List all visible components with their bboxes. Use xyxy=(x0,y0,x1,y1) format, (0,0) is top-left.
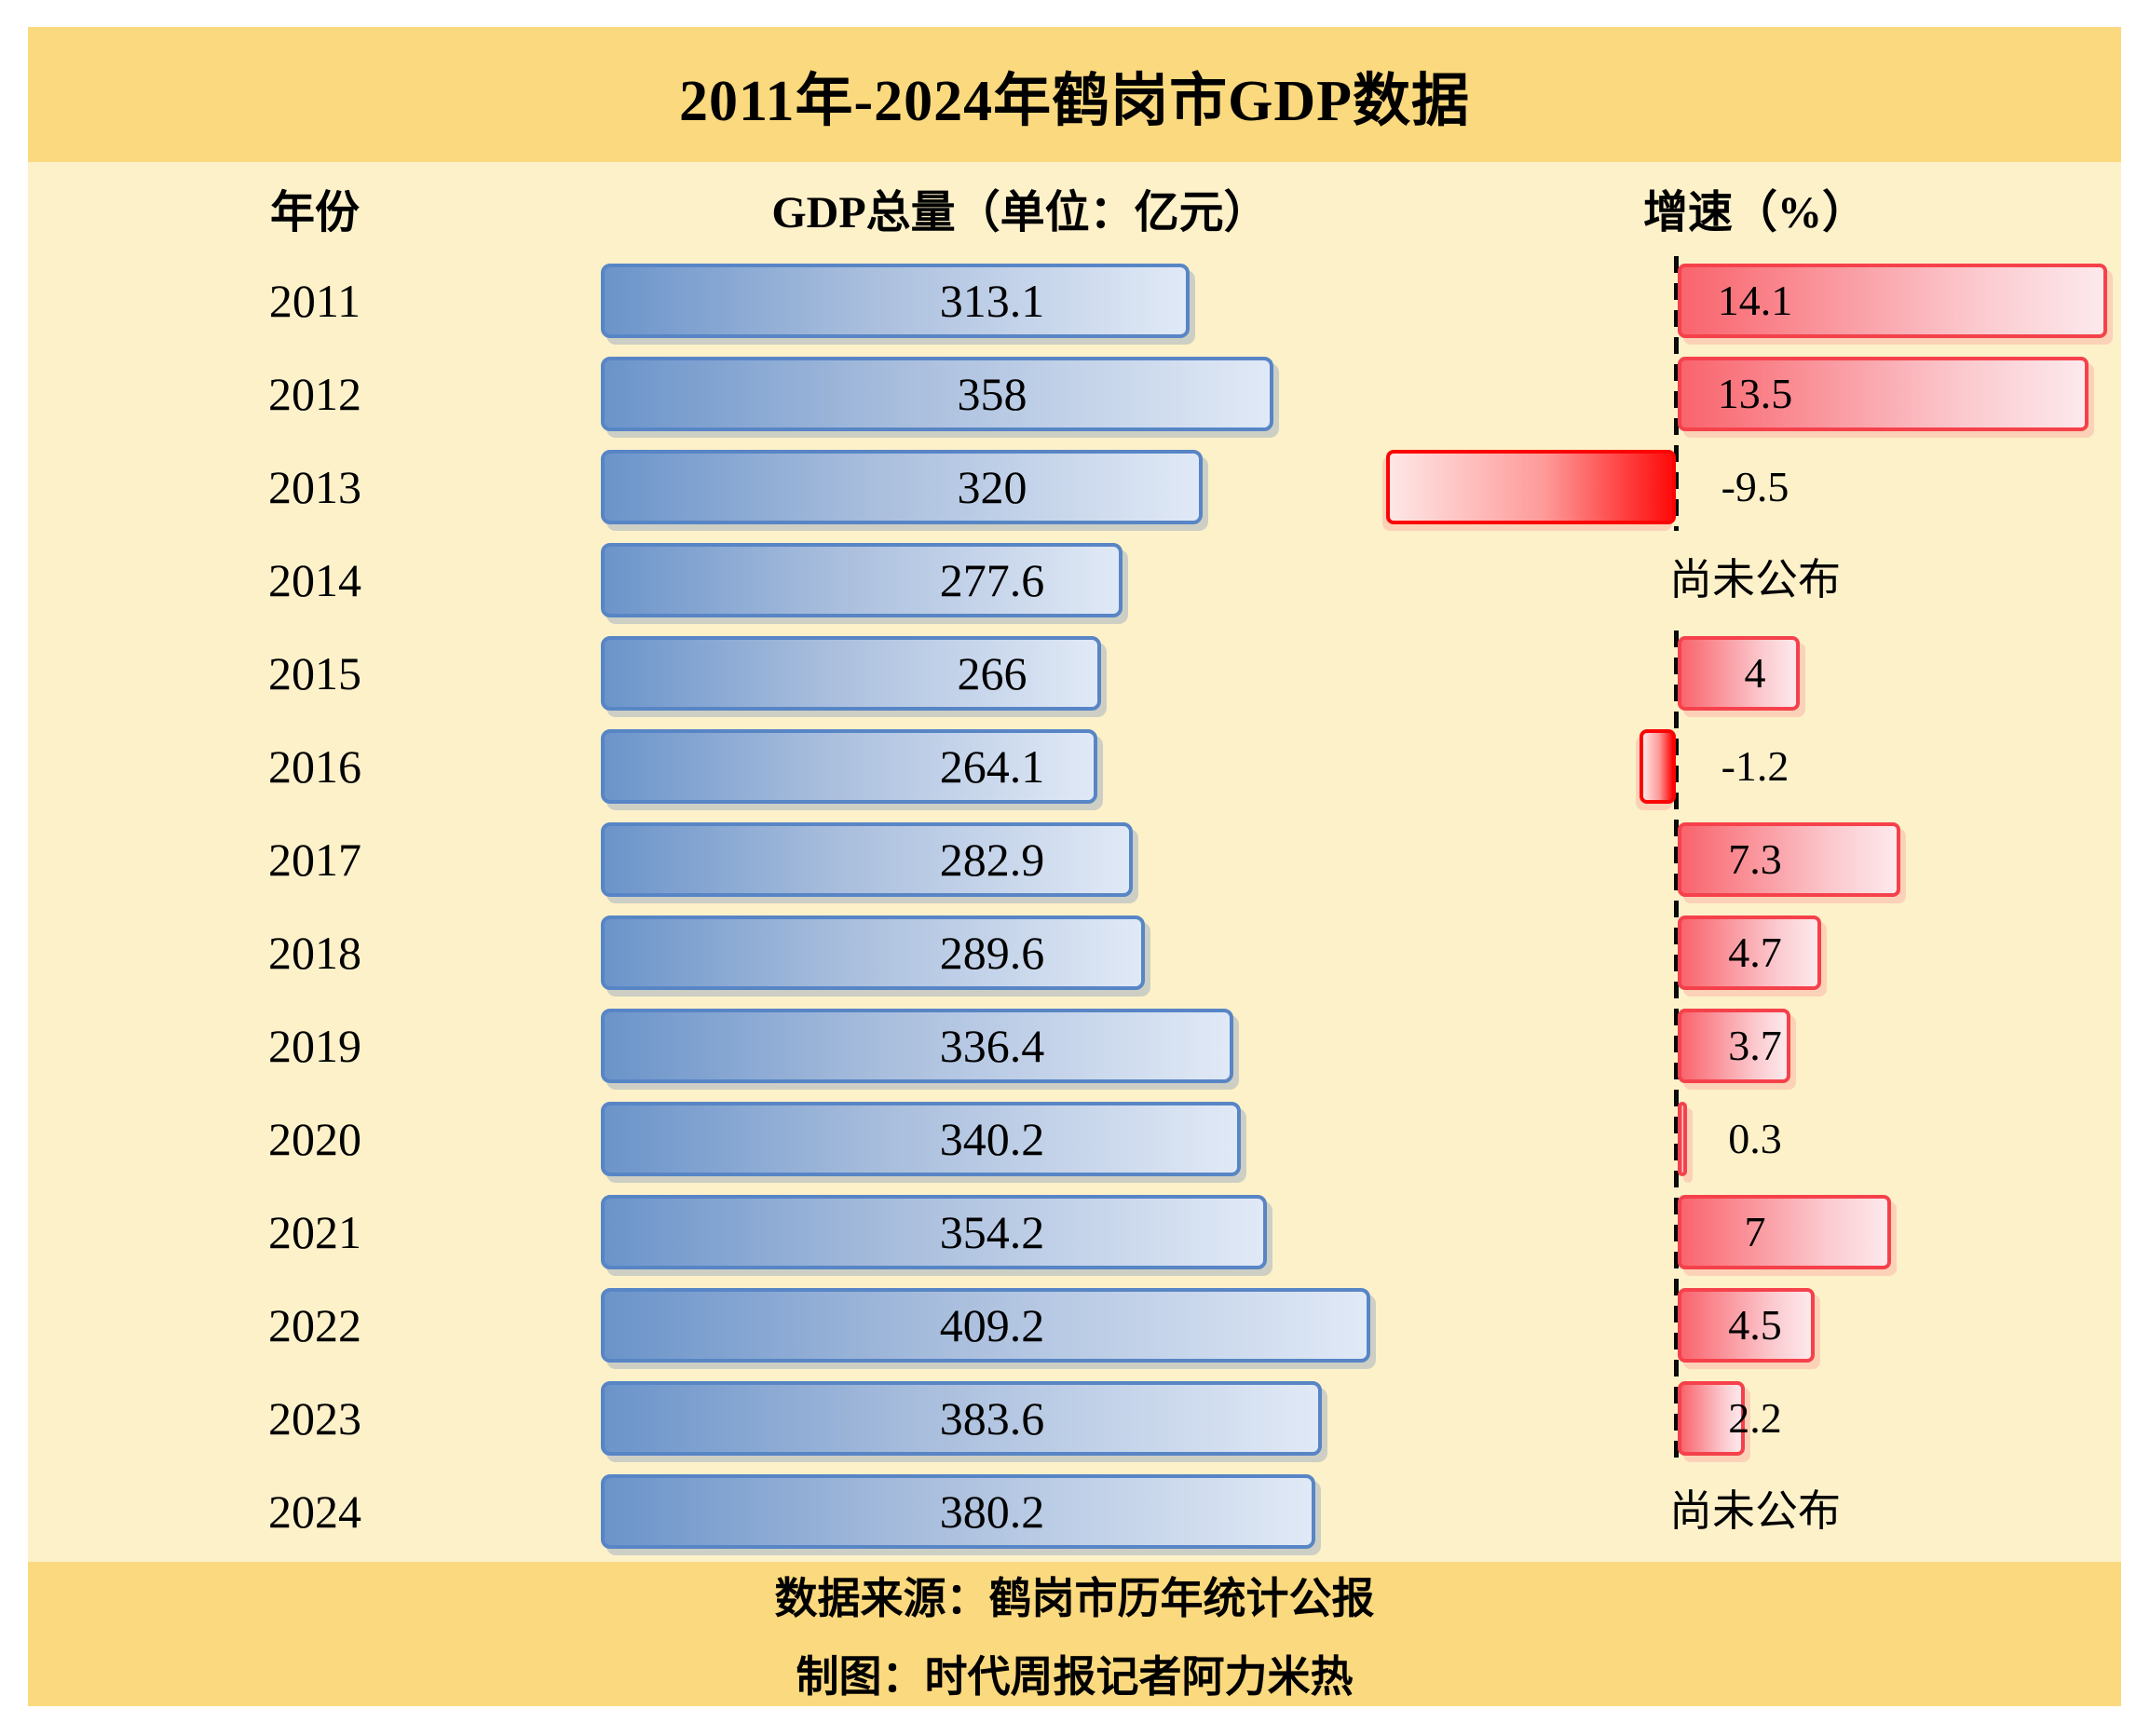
gdp-bar xyxy=(601,729,1097,804)
footer-band: 数据来源：鹤岗市历年统计公报 制图：时代周报记者阿力米热 xyxy=(28,1562,2121,1706)
table-row: 2024 380.2 尚未公布 xyxy=(28,1474,2121,1549)
growth-bar xyxy=(1678,1381,1745,1456)
growth-bar xyxy=(1678,357,2089,431)
gdp-value-label: 336.4 xyxy=(939,1020,1045,1072)
growth-bar xyxy=(1678,264,2107,338)
gdp-bar xyxy=(601,543,1123,617)
table-row: 2021 354.2 7 xyxy=(28,1195,2121,1269)
table-row: 2019 336.4 3.7 xyxy=(28,1009,2121,1083)
gdp-bar xyxy=(601,1102,1241,1176)
year-label: 2015 xyxy=(268,647,361,699)
gdp-bar xyxy=(601,1381,1322,1456)
gdp-bar xyxy=(601,915,1145,990)
gdp-bar xyxy=(601,1288,1370,1363)
growth-value-label: -9.5 xyxy=(1721,463,1789,510)
table-row: 2011 313.1 14.1 xyxy=(28,264,2121,338)
zero-baseline-lower-segment xyxy=(1674,631,1679,1462)
gdp-bar xyxy=(601,450,1203,524)
growth-bar xyxy=(1678,915,1821,990)
year-label: 2012 xyxy=(268,368,361,420)
growth-value-label: 7.3 xyxy=(1728,835,1782,883)
year-label: 2022 xyxy=(268,1299,361,1351)
growth-bar-negative xyxy=(1640,729,1676,804)
column-header-growth: 增速（%） xyxy=(1642,188,1867,237)
gdp-value-label: 289.6 xyxy=(939,927,1045,979)
gdp-value-label: 264.1 xyxy=(939,740,1045,793)
zero-baseline-upper-segment xyxy=(1674,256,1679,531)
growth-value-label: 14.1 xyxy=(1717,277,1793,324)
gdp-bar xyxy=(601,264,1190,338)
table-row: 2016 264.1 -1.2 xyxy=(28,729,2121,804)
gdp-bar xyxy=(601,1009,1233,1083)
year-label: 2021 xyxy=(268,1206,361,1258)
growth-value-label: -1.2 xyxy=(1721,742,1789,790)
header-band: 2011年-2024年鹤岗市GDP数据 xyxy=(28,27,2121,162)
gdp-value-label: 354.2 xyxy=(939,1206,1045,1258)
year-label: 2011 xyxy=(268,275,361,327)
year-label: 2013 xyxy=(268,461,361,513)
growth-value-label: 4 xyxy=(1744,649,1766,697)
gdp-value-label: 358 xyxy=(957,368,1027,420)
gdp-value-label: 383.6 xyxy=(939,1392,1045,1444)
growth-bar-negative xyxy=(1386,450,1676,524)
year-label: 2016 xyxy=(268,740,361,793)
year-label: 2023 xyxy=(268,1392,361,1444)
column-header-gdp: GDP总量（单位：亿元） xyxy=(771,188,1269,237)
year-label: 2018 xyxy=(268,927,361,979)
gdp-value-label: 320 xyxy=(957,461,1027,513)
table-row: 2014 277.6 尚未公布 xyxy=(28,543,2121,617)
table-row: 2013 320 -9.5 xyxy=(28,450,2121,524)
growth-value-label: 3.7 xyxy=(1728,1022,1782,1069)
data-source-text: 数据来源：鹤岗市历年统计公报 xyxy=(774,1574,1375,1622)
growth-bar xyxy=(1678,1102,1687,1176)
chart-title: 2011年-2024年鹤岗市GDP数据 xyxy=(678,69,1471,133)
gdp-value-label: 313.1 xyxy=(939,275,1045,327)
year-label: 2017 xyxy=(268,834,361,886)
growth-value-label: 0.3 xyxy=(1728,1115,1782,1162)
table-row: 2020 340.2 0.3 xyxy=(28,1102,2121,1176)
growth-value-label: 13.5 xyxy=(1717,370,1793,417)
chart-body: 年份 GDP总量（单位：亿元） 增速（%） 2011 313.1 14.1 2012 3… xyxy=(28,162,2121,1562)
year-label: 2014 xyxy=(268,554,361,606)
gdp-value-label: 409.2 xyxy=(939,1299,1045,1351)
year-label: 2020 xyxy=(268,1113,361,1165)
growth-value-label: 4.5 xyxy=(1728,1301,1782,1349)
table-row: 2023 383.6 2.2 xyxy=(28,1381,2121,1456)
gdp-bar xyxy=(601,1195,1267,1269)
content-area: 2011年-2024年鹤岗市GDP数据 年份 GDP总量（单位：亿元） 增速（%… xyxy=(28,27,2121,1706)
gdp-value-label: 282.9 xyxy=(939,834,1045,886)
growth-bar xyxy=(1678,1195,1891,1269)
gdp-value-label: 380.2 xyxy=(939,1485,1045,1538)
growth-bar xyxy=(1678,1009,1790,1083)
gdp-bar xyxy=(601,822,1133,897)
growth-value-label: 7 xyxy=(1744,1208,1766,1255)
table-row: 2015 266 4 xyxy=(28,636,2121,711)
growth-bar xyxy=(1678,1288,1815,1363)
gdp-bar xyxy=(601,636,1101,711)
gdp-value-label: 277.6 xyxy=(939,554,1045,606)
growth-value-label: 2.2 xyxy=(1728,1394,1782,1442)
table-row: 2018 289.6 4.7 xyxy=(28,915,2121,990)
gdp-bar xyxy=(601,1474,1315,1549)
growth-not-published-label: 尚未公布 xyxy=(1669,1487,1841,1535)
growth-not-published-label: 尚未公布 xyxy=(1669,556,1841,604)
growth-bar xyxy=(1678,822,1900,897)
year-label: 2024 xyxy=(268,1485,361,1538)
table-row: 2022 409.2 4.5 xyxy=(28,1288,2121,1363)
growth-bar xyxy=(1678,636,1800,711)
gdp-bar xyxy=(601,357,1273,431)
gdp-value-label: 340.2 xyxy=(939,1113,1045,1165)
year-label: 2019 xyxy=(268,1020,361,1072)
column-header-year: 年份 xyxy=(269,188,360,237)
growth-value-label: 4.7 xyxy=(1728,929,1782,976)
table-row: 2017 282.9 7.3 xyxy=(28,822,2121,897)
credit-text: 制图：时代周报记者阿力米热 xyxy=(796,1652,1354,1701)
gdp-value-label: 266 xyxy=(957,647,1027,699)
table-row: 2012 358 13.5 xyxy=(28,357,2121,431)
